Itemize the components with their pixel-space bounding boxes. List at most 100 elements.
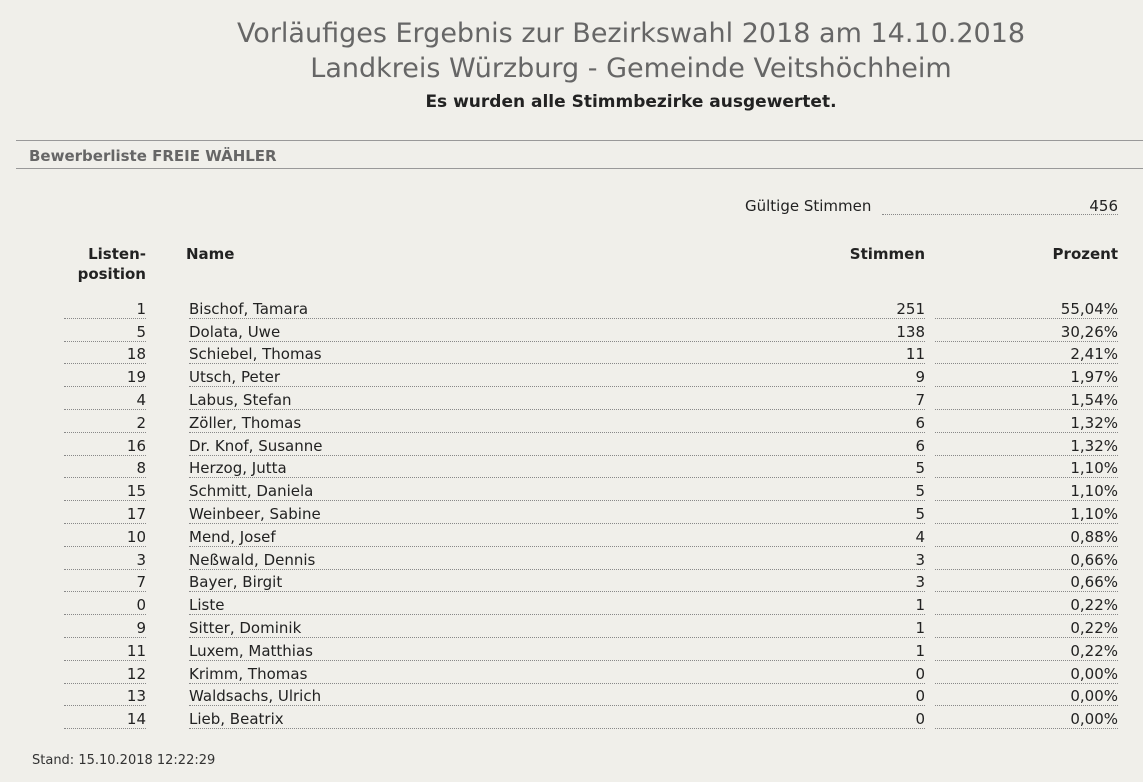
cell-position: 2 (136, 413, 146, 432)
row-divider (64, 431, 146, 433)
table-row: 18 Schiebel, Thomas 11 2,41% (64, 342, 1118, 365)
cell-position: 18 (126, 345, 146, 364)
table-row: 2 Zöller, Thomas 6 1,32% (64, 410, 1118, 433)
cell-name: Luxem, Matthias (189, 641, 313, 660)
cell-percent: 55,04% (1060, 299, 1118, 318)
row-divider (189, 340, 925, 342)
column-header-position-label: Listen- position (77, 245, 146, 283)
row-divider (935, 545, 1118, 547)
cell-name: Waldsachs, Ulrich (189, 687, 322, 706)
cell-name: Bayer, Birgit (189, 573, 283, 592)
cell-votes: 0 (915, 664, 925, 683)
results-table: 1 Bischof, Tamara 251 55,04% 5 Dolata, Uwe 138… (64, 296, 1118, 730)
table-row: 14 Lieb, Beatrix 0 0,00% (64, 706, 1118, 730)
cell-percent: 0,22% (1070, 641, 1118, 660)
row-divider (935, 568, 1118, 570)
row-divider (935, 408, 1118, 410)
row-divider (935, 614, 1118, 616)
cell-votes: 5 (915, 504, 925, 523)
cell-position: 13 (126, 687, 146, 706)
status-message: Es wurden alle Stimmbezirke ausgewertet. (425, 92, 837, 112)
row-divider (189, 522, 925, 524)
cell-name: Neßwald, Dennis (189, 550, 316, 569)
row-divider (64, 614, 146, 616)
page-title: Vorläufiges Ergebnis zur Bezirkswahl 201… (236, 18, 1026, 49)
cell-percent: 1,54% (1070, 390, 1118, 409)
cell-name: Schiebel, Thomas (189, 345, 322, 364)
row-divider (64, 454, 146, 456)
cell-position: 0 (136, 596, 146, 615)
row-divider (935, 682, 1118, 684)
row-divider (935, 728, 1118, 730)
cell-name: Krimm, Thomas (189, 664, 308, 683)
row-divider (189, 591, 925, 593)
cell-position: 8 (136, 459, 146, 478)
column-header-votes: Stimmen (849, 245, 925, 263)
row-divider (64, 317, 146, 319)
row-divider (189, 545, 925, 547)
row-divider (189, 363, 925, 365)
cell-position: 12 (126, 664, 146, 683)
cell-position: 3 (136, 550, 146, 569)
cell-percent: 30,26% (1060, 322, 1118, 341)
cell-votes: 3 (915, 550, 925, 569)
valid-votes-value: 456 (1089, 197, 1118, 215)
table-row: 15 Schmitt, Daniela 5 1,10% (64, 478, 1118, 502)
cell-name: Weinbeer, Sabine (189, 504, 321, 523)
row-divider (64, 522, 146, 524)
row-divider (935, 636, 1118, 638)
cell-votes: 9 (915, 368, 925, 387)
table-row: 17 Weinbeer, Sabine 5 1,10% (64, 501, 1118, 524)
cell-votes: 0 (915, 687, 925, 706)
cell-position: 17 (126, 504, 146, 523)
valid-votes-label: Gültige Stimmen (745, 197, 872, 215)
table-row: 16 Dr. Knof, Susanne 6 1,32% (64, 433, 1118, 456)
table-row: 7 Bayer, Birgit 3 0,66% (64, 570, 1118, 593)
cell-votes: 1 (915, 641, 925, 660)
valid-votes-divider (882, 214, 1118, 215)
column-header-name: Name (186, 245, 235, 263)
cell-votes: 7 (915, 390, 925, 409)
table-row: 19 Utsch, Peter 9 1,97% (64, 364, 1118, 388)
cell-position: 4 (136, 390, 146, 409)
cell-percent: 0,66% (1070, 550, 1118, 569)
row-divider (64, 340, 146, 342)
cell-votes: 4 (915, 527, 925, 546)
cell-votes: 1 (915, 618, 925, 637)
row-divider (64, 545, 146, 547)
cell-percent: 0,88% (1070, 527, 1118, 546)
table-row: 5 Dolata, Uwe 138 30,26% (64, 319, 1118, 342)
cell-percent: 1,10% (1070, 459, 1118, 478)
cell-percent: 0,22% (1070, 596, 1118, 615)
cell-votes: 138 (896, 322, 925, 341)
table-row: 8 Herzog, Jutta 5 1,10% (64, 456, 1118, 479)
cell-votes: 5 (915, 482, 925, 501)
cell-percent: 1,10% (1070, 482, 1118, 501)
cell-position: 15 (126, 482, 146, 501)
cell-percent: 1,32% (1070, 436, 1118, 455)
column-header-position: Listen- position (60, 244, 146, 284)
table-row: 9 Sitter, Dominik 1 0,22% (64, 615, 1118, 638)
cell-name: Herzog, Jutta (189, 459, 287, 478)
column-header-percent: Prozent (1052, 245, 1118, 263)
cell-position: 5 (136, 322, 146, 341)
row-divider (64, 408, 146, 410)
row-divider (64, 659, 146, 661)
cell-percent: 0,00% (1070, 664, 1118, 683)
cell-name: Dr. Knof, Susanne (189, 436, 323, 455)
row-divider (64, 477, 146, 479)
row-divider (189, 614, 925, 616)
row-divider (189, 659, 925, 661)
row-divider (935, 454, 1118, 456)
row-divider (935, 317, 1118, 319)
cell-votes: 6 (915, 436, 925, 455)
cell-name: Dolata, Uwe (189, 322, 281, 341)
cell-percent: 0,66% (1070, 573, 1118, 592)
row-divider (189, 636, 925, 638)
row-divider (935, 659, 1118, 661)
row-divider (189, 408, 925, 410)
table-row: 4 Labus, Stefan 7 1,54% (64, 387, 1118, 410)
row-divider (935, 477, 1118, 479)
row-divider (189, 682, 925, 684)
page-subtitle-region: Landkreis Würzburg - Gemeinde Veitshöchh… (310, 53, 952, 84)
